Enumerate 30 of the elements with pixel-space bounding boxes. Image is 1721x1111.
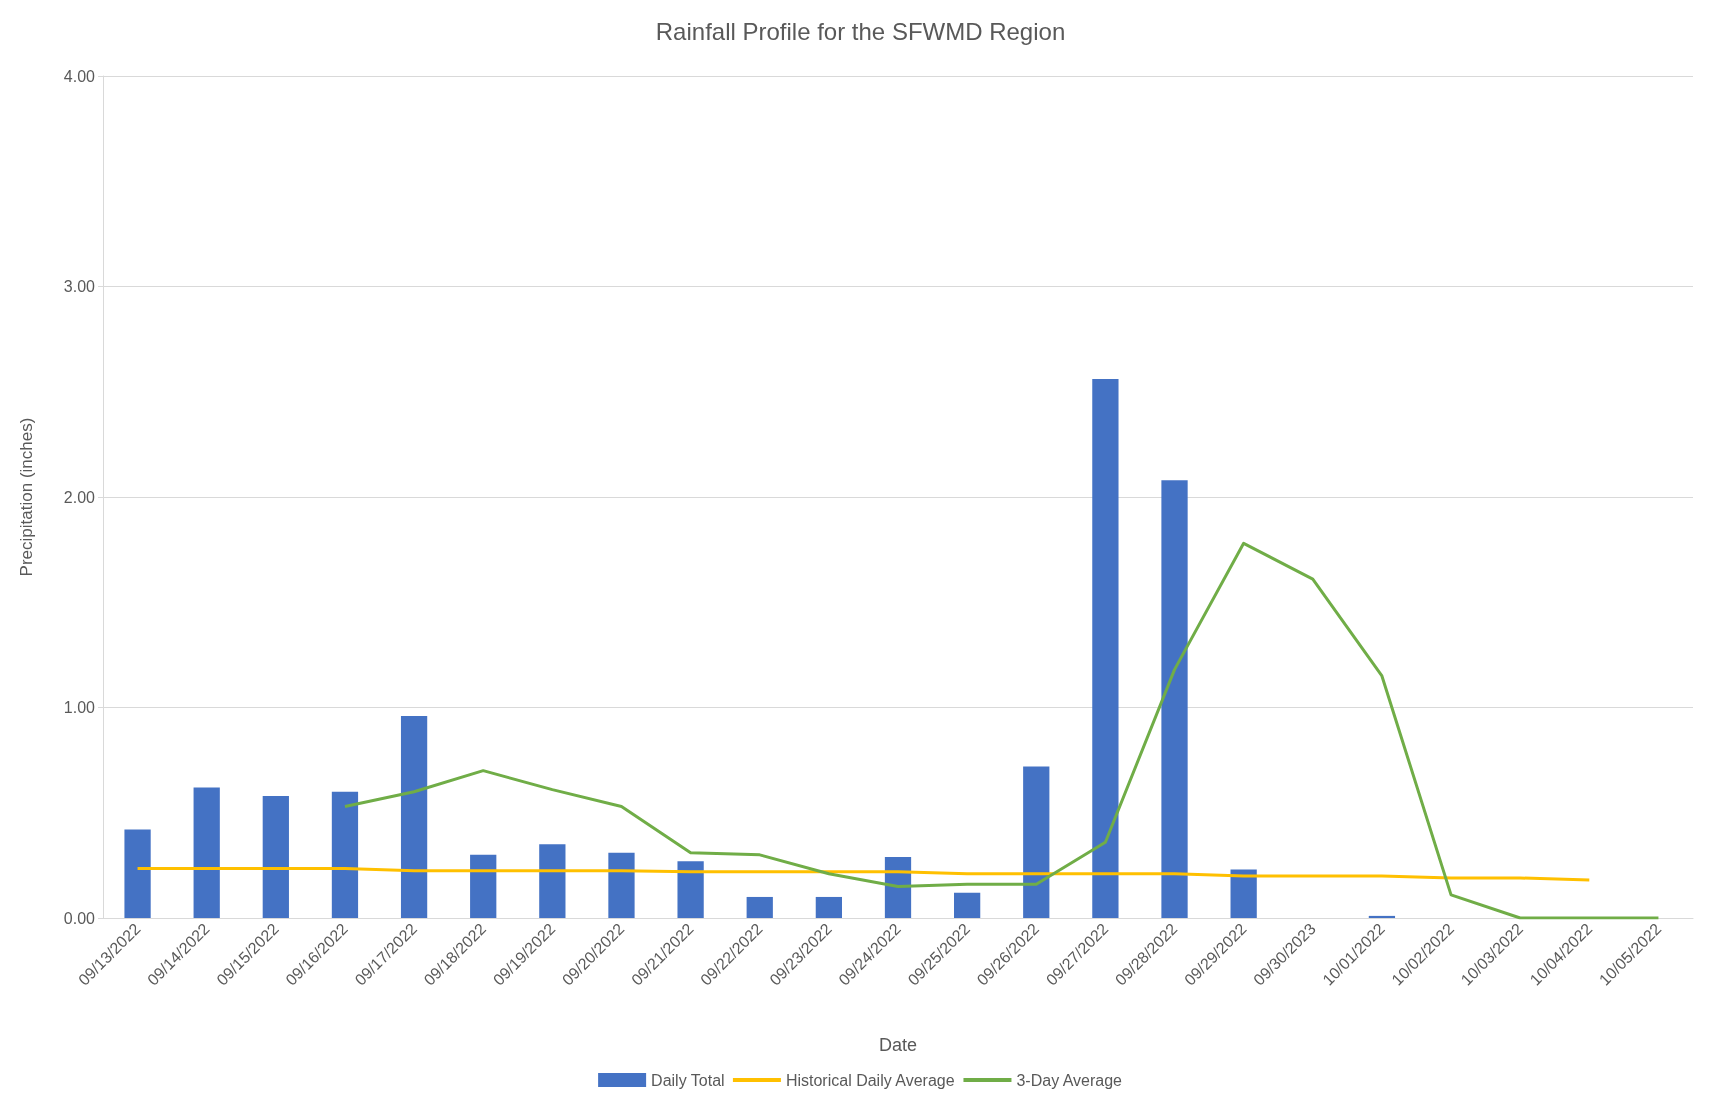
chart-title: Rainfall Profile for the SFWMD Region <box>655 17 1066 45</box>
line-series <box>136 867 1591 882</box>
y-tick-label: 4.00 <box>63 67 96 85</box>
y-tick-label: 3.00 <box>63 278 96 295</box>
bar <box>1230 869 1257 918</box>
legend-label: 3-Day Average <box>1016 1071 1123 1089</box>
y-tick-label: 0.00 <box>63 909 96 927</box>
legend-label: Daily Total <box>651 1071 725 1089</box>
bar <box>1092 379 1119 918</box>
bar <box>262 795 289 918</box>
bar <box>815 896 842 918</box>
bar <box>954 892 981 918</box>
bar <box>608 852 635 918</box>
y-tick-label: 1.00 <box>63 699 96 716</box>
line-series <box>343 541 1660 920</box>
y-axis-title: Precipitation (inches) <box>17 417 36 577</box>
bar <box>1023 766 1050 918</box>
bar <box>193 787 220 918</box>
bar <box>331 791 359 918</box>
bar <box>400 715 428 918</box>
bar <box>1161 480 1188 918</box>
bar <box>746 896 773 918</box>
bar <box>124 829 151 918</box>
bar <box>539 844 566 918</box>
bar <box>470 854 497 918</box>
bar <box>677 861 704 918</box>
y-tick-label: 2.00 <box>63 488 96 506</box>
legend-label: Historical Daily Average <box>785 1071 955 1089</box>
bar <box>1368 915 1396 918</box>
x-axis-title: Date <box>878 1035 918 1055</box>
